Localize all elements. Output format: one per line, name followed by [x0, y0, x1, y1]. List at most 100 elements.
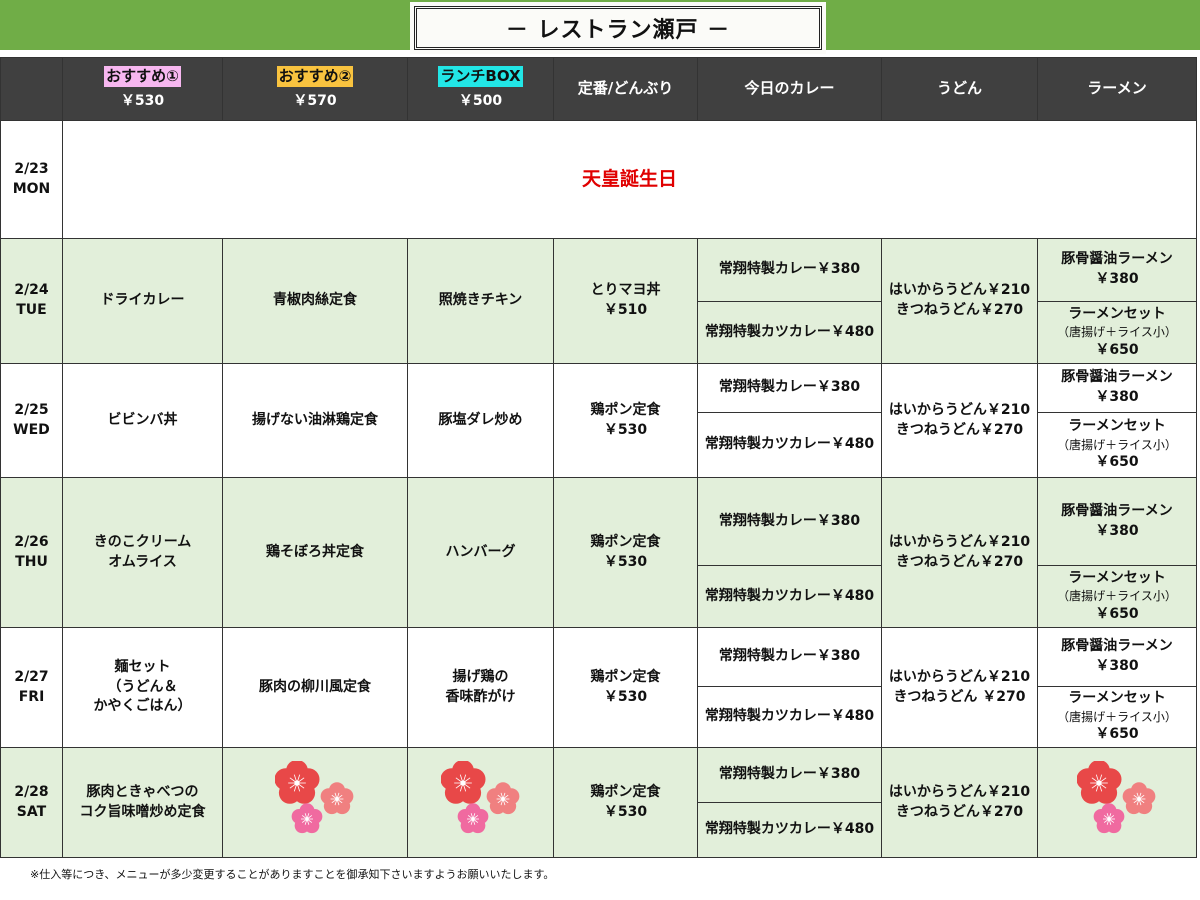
text-line: 豚塩ダレ炒め: [438, 411, 523, 428]
column-header-ramen: ラーメン: [1037, 57, 1197, 121]
recommend-2-cell: [222, 747, 408, 858]
column-header-recommend-1: おすすめ① ￥530: [62, 57, 223, 121]
text-line: 豚肉ときゃべつの: [86, 783, 199, 800]
text-line: かやくごはん）: [93, 698, 192, 715]
donburi-cell: 鶏ポン定食 ￥530: [553, 477, 698, 628]
text-line: ラーメンセット: [1068, 690, 1166, 706]
ramen-set-cell: ラーメンセット （唐揚げ＋ライス小） ￥650: [1037, 412, 1197, 478]
date: 2/26: [14, 533, 49, 550]
column-header-lunch-box: ランチBOX ￥500: [407, 57, 554, 121]
text-line: はいからうどん￥210: [888, 668, 1031, 685]
udon-cell: はいからうどん￥210 きつねうどん￥270: [881, 477, 1038, 628]
text-line: 鶏そぼろ丼定食: [266, 543, 364, 560]
date-cell: 2/24 TUE: [0, 238, 63, 364]
udon-cell: はいからうどん￥210 きつねうどん￥270: [881, 238, 1038, 364]
column-header-udon: うどん: [881, 57, 1038, 121]
ramen-set-cell: ラーメンセット （唐揚げ＋ライス小） ￥650: [1037, 301, 1197, 364]
text-line: ￥380: [1095, 271, 1139, 287]
day-row-sub: 常翔特製カツカレー￥480 ラーメンセット （唐揚げ＋ライス小） ￥650: [1, 412, 1197, 478]
udon-cell: はいからうどん￥210 きつねうどん ￥270: [881, 627, 1038, 748]
day-row-sub: 常翔特製カツカレー￥480 ラーメンセット （唐揚げ＋ライス小） ￥650: [1, 686, 1197, 748]
katsu-curry-cell: 常翔特製カツカレー￥480: [697, 565, 882, 628]
column-label: 今日のカレー: [744, 79, 835, 98]
date: 2/28: [14, 783, 49, 800]
text-line: ハンバーグ: [445, 543, 516, 560]
recommend-1-cell: 豚肉ときゃべつの コク旨味噌炒め定食: [62, 747, 223, 858]
text-line: ビビンバ丼: [107, 411, 178, 428]
text-line: はいからうどん￥210: [888, 783, 1031, 800]
katsu-curry-cell: 常翔特製カツカレー￥480: [697, 412, 882, 478]
day-of-week: MON: [12, 180, 51, 197]
text-line: 鶏ポン定食: [590, 783, 661, 800]
column-price: ￥570: [293, 93, 337, 109]
date-cell: 2/23 MON: [0, 120, 63, 239]
day-of-week: THU: [15, 553, 48, 570]
day-row-sub: 常翔特製カツカレー￥480: [1, 802, 1197, 858]
text-line: ￥510: [603, 302, 648, 318]
text-line: 青椒肉絲定食: [273, 292, 357, 309]
text-line: （唐揚げ＋ライス小）: [1057, 589, 1177, 604]
text-line: ￥650: [1095, 726, 1139, 743]
column-header-standard-donburi: 定番/どんぶり: [553, 57, 698, 121]
text-line: きつねうどん ￥270: [893, 688, 1026, 705]
udon-cell: はいからうどん￥210 きつねうどん￥270: [881, 363, 1038, 478]
column-price: ￥530: [120, 93, 165, 109]
donburi-cell: 鶏ポン定食 ￥530: [553, 363, 698, 478]
text-line: （唐揚げ＋ライス小）: [1057, 325, 1177, 340]
ramen-cell: 豚骨醤油ラーメン ￥380: [1037, 363, 1197, 413]
date: 2/24: [14, 282, 49, 299]
text-line: ラーメンセット: [1068, 418, 1166, 434]
recommend-2-cell: 鶏そぼろ丼定食: [222, 477, 408, 628]
text-line: 鶏ポン定食: [590, 401, 661, 418]
day-row: 2/24 TUE ドライカレー 青椒肉絲定食 照焼きチキン とりマヨ丼 ￥510 常翔特製カレ…: [0, 238, 1197, 364]
text-line: はいからうどん￥210: [888, 401, 1031, 418]
text-line: 鶏ポン定食: [590, 533, 661, 550]
lunch-box-cell: ハンバーグ: [407, 477, 554, 628]
text-line: はいからうどん￥210: [888, 282, 1031, 299]
recommend-2-cell: 揚げない油淋鶏定食: [222, 363, 408, 478]
lunch-box-cell: 照焼きチキン: [407, 238, 554, 364]
day-row-holiday: 2/23 MON 天皇誕生日: [0, 120, 1197, 239]
ramen-cell: 豚骨醤油ラーメン ￥380: [1037, 477, 1197, 566]
curry-cell: 常翔特製カレー￥380: [697, 477, 882, 566]
text-line: ￥650: [1095, 605, 1139, 622]
recommend-1-cell: ビビンバ丼: [62, 363, 223, 478]
text-line: 香味酢がけ: [445, 688, 516, 705]
text-line: ￥380: [1095, 389, 1139, 405]
text-line: きつねうどん￥270: [895, 553, 1024, 570]
text-line: ￥530: [603, 553, 648, 570]
text-line: 麺セット: [114, 659, 171, 676]
date-cell: 2/27 FRI: [0, 627, 63, 748]
text-line: きつねうどん￥270: [895, 421, 1024, 438]
text-line: ラーメンセット: [1068, 569, 1166, 586]
column-header-recommend-2: おすすめ② ￥570: [222, 57, 408, 121]
text-line: （唐揚げ＋ライス小）: [1057, 437, 1177, 452]
column-label: うどん: [936, 79, 982, 98]
day-of-week: SAT: [16, 803, 47, 820]
text-line: （うどん＆: [107, 678, 178, 695]
text-line: 豚骨醤油ラーメン: [1061, 251, 1173, 268]
text-line: 豚骨醤油ラーメン: [1061, 502, 1173, 519]
plum-blossom-icon: [439, 760, 521, 844]
day-of-week: WED: [13, 421, 50, 438]
text-line: ラーメンセット: [1068, 305, 1166, 322]
curry-cell: 常翔特製カレー￥380: [697, 363, 882, 413]
ramen-cell: 豚骨醤油ラーメン ￥380: [1037, 238, 1197, 302]
day-row: 2/27 FRI 麺セット （うどん＆ かやくごはん） 豚肉の柳川風定食 揚げ鶏の 香味酢がけ…: [0, 627, 1197, 748]
plum-blossom-icon: [274, 760, 355, 844]
donburi-cell: とりマヨ丼 ￥510: [553, 238, 698, 364]
ramen-cell: [1037, 747, 1197, 858]
text-line: きのこクリーム: [93, 533, 192, 550]
column-label: ランチBOX: [438, 66, 523, 88]
text-line: ￥530: [603, 803, 648, 820]
curry-cell: 常翔特製カレー￥380: [697, 747, 882, 803]
ramen-set-cell: ラーメンセット （唐揚げ＋ライス小） ￥650: [1037, 686, 1197, 748]
text-line: ￥380: [1095, 658, 1139, 674]
column-label: おすすめ①: [104, 66, 181, 88]
text-line: 豚骨醤油ラーメン: [1061, 638, 1173, 655]
header-row: おすすめ① ￥530 おすすめ② ￥570 ランチBOX ￥500 定番/どんぶり 今日のカレ…: [0, 57, 1197, 121]
column-header-date: [0, 57, 63, 121]
day-row: 2/25 WED ビビンバ丼 揚げない油淋鶏定食 豚塩ダレ炒め 鶏ポン定食 ￥530 常翔特製…: [0, 363, 1197, 478]
text-line: 揚げない油淋鶏定食: [252, 411, 378, 428]
text-line: とりマヨ丼: [590, 282, 661, 299]
